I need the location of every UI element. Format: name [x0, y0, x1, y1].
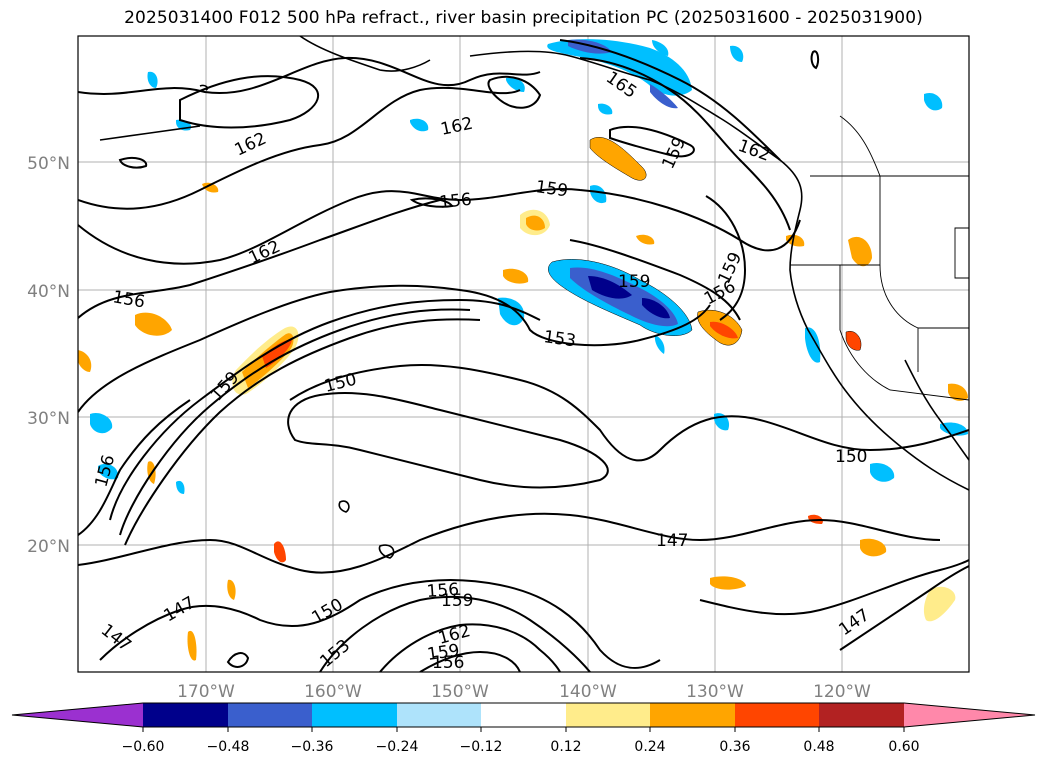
colorbar-extend-max	[904, 703, 1035, 727]
lon-axis: 170°W 160°W 150°W 140°W 130°W 120°W	[177, 682, 871, 702]
precip-shading	[78, 39, 968, 661]
colorbar-tick-label: −0.48	[207, 739, 250, 755]
colorbar-tick-label: 0.60	[888, 739, 919, 755]
gridlines	[78, 36, 969, 672]
colorbar-segment	[228, 703, 312, 727]
map-area	[78, 36, 969, 672]
lon-label: 160°W	[304, 682, 362, 702]
lat-label: 50°N	[27, 154, 70, 174]
lat-label: 40°N	[27, 282, 70, 302]
colorbar-tick-label: 0.48	[803, 739, 834, 755]
colorbar-tick-label: −0.36	[291, 739, 334, 755]
map-frame	[77, 35, 970, 673]
political-borders	[790, 115, 969, 401]
colorbar-segment	[397, 703, 481, 727]
colorbar-tick-label: 0.36	[719, 739, 750, 755]
colorbar-segment	[481, 703, 566, 727]
lon-label: 140°W	[559, 682, 617, 702]
contour-label: 159	[618, 272, 650, 292]
coastlines	[99, 36, 969, 559]
lat-axis: 50°N 40°N 30°N 20°N	[27, 154, 70, 557]
contour-label: 153	[542, 327, 577, 351]
colorbar-segment	[819, 703, 904, 727]
map-title: 2025031400 F012 500 hPa refract., river …	[124, 8, 923, 28]
contour-label: 156	[426, 580, 460, 602]
lon-label: 130°W	[686, 682, 744, 702]
contour-label: 156	[438, 190, 472, 213]
colorbar-tick-label: 0.12	[550, 739, 581, 755]
lat-label: 30°N	[27, 409, 70, 429]
contour-lines	[78, 39, 969, 672]
colorbar-tick-label: 0.24	[634, 739, 665, 755]
colorbar-tick-label: −0.12	[460, 739, 503, 755]
colorbar-extend-min	[12, 703, 143, 727]
colorbar-segment	[312, 703, 397, 727]
contour-label: 159	[534, 177, 569, 201]
contour-label: 159	[441, 591, 473, 611]
colorbar	[11, 702, 1036, 732]
contour-label: 147	[656, 531, 688, 551]
colorbar-tick-label: −0.60	[122, 739, 165, 755]
contour-label: 156	[432, 653, 464, 673]
colorbar-segment	[566, 703, 650, 727]
lat-label: 20°N	[27, 537, 70, 557]
colorbar-segment	[735, 703, 819, 727]
lon-label: 170°W	[177, 682, 235, 702]
colorbar-tick-labels: −0.60 −0.48 −0.36 −0.24 −0.12 0.12 0.24 …	[122, 739, 920, 755]
colorbar-segment	[143, 703, 228, 727]
lon-label: 150°W	[431, 682, 489, 702]
colorbar-segment	[650, 703, 735, 727]
contour-label: 159	[426, 641, 461, 665]
lon-label: 120°W	[813, 682, 871, 702]
colorbar-tick-label: −0.24	[376, 739, 419, 755]
contour-label: 150	[835, 447, 867, 467]
